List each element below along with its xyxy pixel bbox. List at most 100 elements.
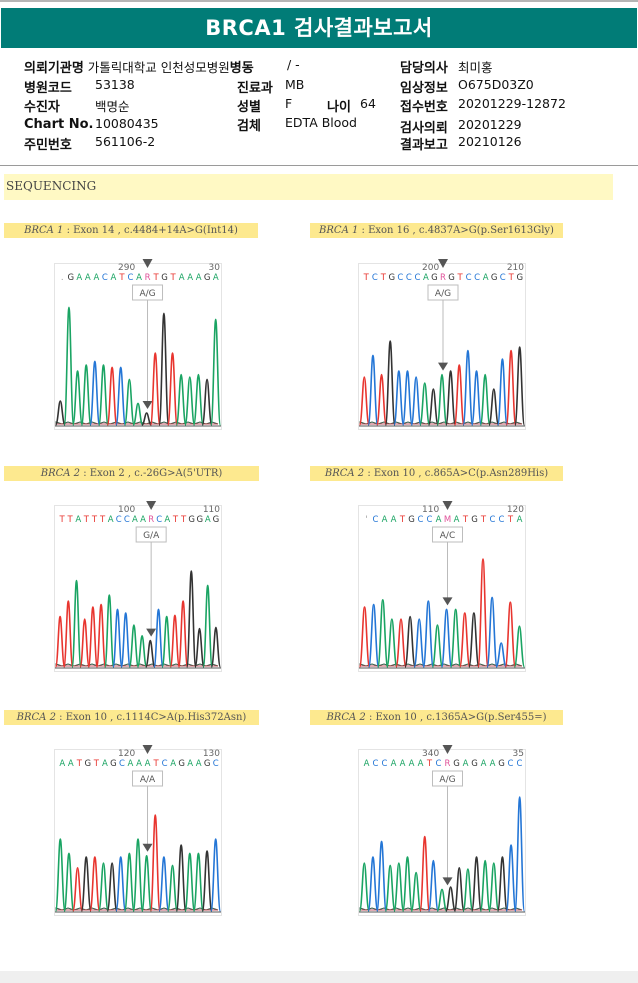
trace-peak: [419, 382, 431, 426]
base-call: T: [93, 759, 100, 769]
genotype-label: A/G: [139, 289, 155, 299]
base-call: C: [499, 515, 505, 525]
trace-peak: [192, 852, 204, 912]
gene-name: BRCA 1: [24, 225, 64, 236]
trace-peak: [87, 606, 99, 668]
chromatogram-4: 110 120 ' C A A T G C C A M A T G T C C T A A/C: [358, 497, 526, 674]
base-call: G: [188, 515, 195, 525]
variant-label-5: BRCA 2 : Exon 10 , c.1114C>A(p.His372Asn…: [4, 710, 259, 725]
base-call: .: [61, 273, 64, 283]
trace-peak: [488, 862, 500, 912]
base-call: A: [196, 759, 202, 769]
department-label: 진료과: [237, 81, 273, 96]
trace-peak: [158, 856, 170, 912]
chart-no-label: Chart No.: [24, 117, 94, 132]
trace-peak: [79, 618, 91, 668]
base-call: T: [507, 515, 514, 525]
trace-peak: [210, 626, 222, 668]
variant-label-2: BRCA 1 : Exon 16 , c.4837A>G(p.Ser1613Gl…: [310, 223, 563, 238]
base-call: A: [481, 759, 487, 769]
base-call: A: [111, 273, 117, 283]
base-call: T: [83, 515, 90, 525]
request-date-value: 20201229: [458, 117, 522, 132]
trace-peak: [376, 373, 388, 426]
gene-name: BRCA 2: [326, 712, 366, 723]
hospital-code-value: 53138: [95, 77, 135, 92]
trace-peak: [141, 854, 153, 912]
base-call: C: [373, 759, 379, 769]
trace-peak: [513, 625, 526, 668]
trace-peak: [449, 608, 462, 668]
base-call: T: [91, 515, 98, 525]
trace-peak: [106, 862, 118, 912]
base-call: R: [440, 273, 446, 283]
base-call: A: [490, 759, 496, 769]
base-call: G: [448, 273, 455, 283]
trace-peak: [80, 364, 92, 426]
base-call: A: [382, 515, 388, 525]
position-tick-left: 290: [118, 263, 135, 273]
base-call: C: [156, 515, 162, 525]
base-call: T: [426, 759, 433, 769]
variant-arrow-icon: [438, 259, 448, 268]
base-call: C: [397, 273, 403, 283]
sex-value: F: [285, 96, 293, 111]
trace-peak: [54, 615, 66, 668]
base-call: A: [102, 759, 108, 769]
gene-name: BRCA 2: [324, 468, 365, 479]
variant-description: : Exon 10 , c.865A>C(p.Asn289His): [367, 468, 549, 479]
base-call: C: [490, 515, 496, 525]
trace-peak: [436, 888, 448, 912]
trace-peak: [504, 601, 517, 668]
base-call: C: [128, 273, 134, 283]
peak-arrow-icon: [442, 877, 453, 886]
header-divider: [0, 165, 638, 166]
base-call: T: [399, 515, 406, 525]
trace-peak: [470, 856, 483, 912]
trace-peak: [175, 373, 187, 426]
trace-peak: [132, 838, 144, 912]
report-title: BRCA1 검사결과보고서: [1, 8, 637, 48]
genotype-label: A/A: [140, 775, 156, 785]
baseline-trace: [55, 665, 218, 667]
base-call: A: [436, 515, 442, 525]
variant-arrow-icon: [146, 501, 157, 510]
base-call: A: [400, 759, 406, 769]
genotype-label: G/A: [143, 531, 160, 541]
base-call: A: [423, 273, 429, 283]
ward-label: 병동: [229, 61, 254, 76]
trace-peak: [115, 366, 127, 426]
trace-peak: [153, 608, 164, 668]
variant-arrow-icon: [142, 259, 153, 268]
trace-peak: [514, 796, 526, 912]
base-call: A: [136, 273, 142, 283]
base-call: T: [508, 273, 515, 283]
trace-peak: [149, 352, 161, 426]
trace-peak: [166, 864, 179, 912]
base-call: A: [454, 515, 460, 525]
base-call: A: [68, 759, 74, 769]
trace-peak: [445, 886, 457, 912]
base-call: T: [99, 515, 106, 525]
base-call: A: [108, 515, 114, 525]
receipt-no-value: 20201229-12872: [458, 96, 566, 111]
trace-peak: [496, 856, 508, 912]
base-call: C: [508, 759, 514, 769]
base-call: G: [85, 759, 92, 769]
base-call: ': [365, 515, 367, 525]
patient-label: 수진자: [24, 100, 60, 115]
base-call: G: [471, 759, 478, 769]
trace-peak: [123, 378, 135, 426]
trace-peak: [136, 634, 148, 668]
variant-description: : Exon 16 , c.4837A>G(p.Ser1613Gly): [361, 225, 554, 236]
sequencing-band: [4, 174, 613, 200]
position-tick-left: 110: [422, 505, 439, 515]
base-call: A: [391, 515, 397, 525]
specimen-label: 검체: [237, 119, 261, 134]
position-tick-left: 340: [422, 749, 439, 759]
trace-peak: [97, 862, 110, 912]
base-call: G: [498, 759, 505, 769]
peak-arrow-icon: [438, 362, 448, 371]
trace-peak: [128, 624, 140, 668]
